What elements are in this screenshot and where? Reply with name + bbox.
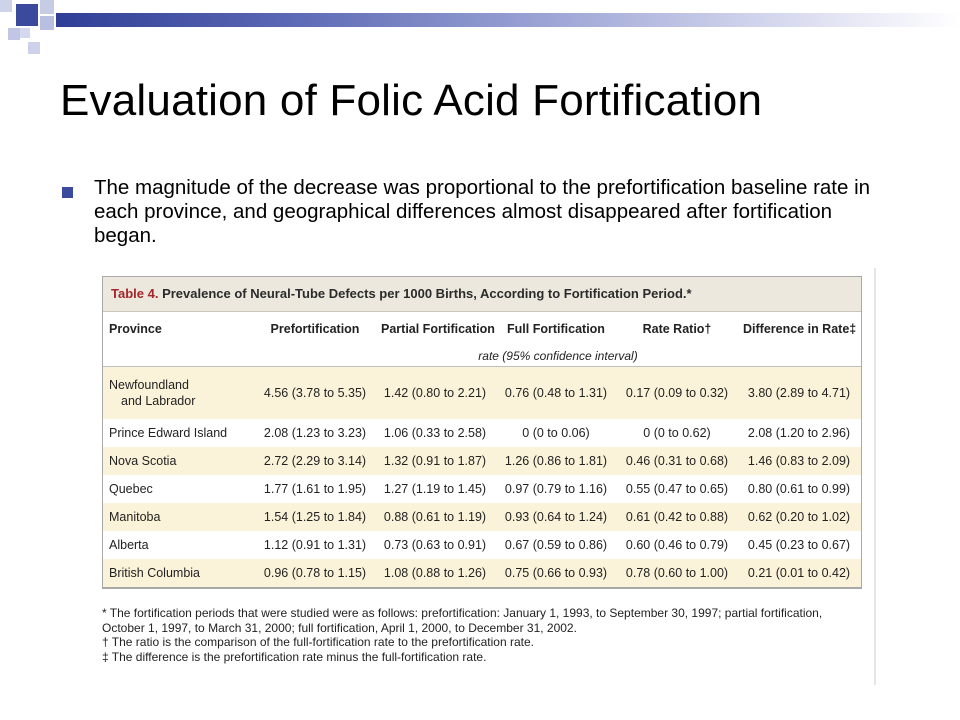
column-header: Difference in Rate‡ (743, 322, 857, 336)
table-caption: Table 4. Prevalence of Neural-Tube Defec… (103, 277, 861, 312)
province-cell: Newfoundland and Labrador (103, 366, 255, 419)
table-cell: 0.96 (0.78 to 1.15) (255, 559, 375, 588)
table-cell: 0.76 (0.48 to 1.31) (495, 366, 617, 419)
footnote: * The fortification periods that were st… (102, 606, 823, 635)
table-cell: 0.21 (0.01 to 0.42) (737, 559, 861, 588)
table-cell: 1.46 (0.83 to 2.09) (737, 447, 861, 475)
table-cell: 0.60 (0.46 to 0.79) (625, 538, 729, 552)
table-cell: 1.77 (1.61 to 1.95) (263, 482, 367, 496)
table-cell: 1.42 (0.80 to 2.21) (375, 366, 495, 419)
table-row: Alberta 1.12 (0.91 to 1.31) 0.73 (0.63 t… (103, 531, 861, 559)
table-cell: 1.54 (1.25 to 1.84) (255, 503, 375, 531)
table-cell: 0.55 (0.47 to 0.65) (625, 482, 729, 496)
table-cell: 4.56 (3.78 to 5.35) (255, 366, 375, 419)
table-row: Newfoundland and Labrador 4.56 (3.78 to … (103, 366, 861, 419)
column-header: Partial Fortification (381, 322, 495, 336)
table-row: Manitoba 1.54 (1.25 to 1.84) 0.88 (0.61 … (103, 503, 861, 531)
table-subheader-row: rate (95% confidence interval) (103, 346, 861, 367)
header-gradient-bar (56, 13, 960, 27)
decor-square (8, 28, 20, 40)
column-header: Full Fortification (507, 322, 605, 336)
table-footnotes: * The fortification periods that were st… (102, 606, 862, 664)
decor-square (40, 0, 54, 14)
table-cell: 1.32 (0.91 to 1.87) (375, 447, 495, 475)
table-cell: 0.45 (0.23 to 0.67) (747, 538, 851, 552)
table-cell: 0.75 (0.66 to 0.93) (495, 559, 617, 588)
data-table-frame: Table 4. Prevalence of Neural-Tube Defec… (102, 276, 862, 589)
table-cell: 0.78 (0.60 to 1.00) (617, 559, 737, 588)
table-row: Nova Scotia 2.72 (2.29 to 3.14) 1.32 (0.… (103, 447, 861, 475)
table-cell: 1.26 (0.86 to 1.81) (495, 447, 617, 475)
province-cell: Prince Edward Island (109, 426, 228, 440)
column-header: Rate Ratio† (642, 322, 712, 336)
column-header: Prefortification (270, 322, 360, 336)
decor-square (40, 16, 54, 30)
table-subheader: rate (95% confidence interval) (255, 346, 861, 367)
data-table: Province Prefortification Partial Fortif… (103, 312, 861, 588)
table-header-row: Province Prefortification Partial Fortif… (103, 312, 861, 346)
province-cell: British Columbia (103, 559, 255, 588)
table-row: British Columbia 0.96 (0.78 to 1.15) 1.0… (103, 559, 861, 588)
column-header: Province (109, 322, 162, 336)
table-row: Prince Edward Island 2.08 (1.23 to 3.23)… (103, 419, 861, 447)
table-cell: 3.80 (2.89 to 4.71) (737, 366, 861, 419)
table-cell: 0.88 (0.61 to 1.19) (375, 503, 495, 531)
province-cell: Nova Scotia (103, 447, 255, 475)
table-figure: Table 4. Prevalence of Neural-Tube Defec… (92, 268, 876, 685)
table-cell: 0 (0 to 0.62) (643, 426, 711, 440)
table-cell: 1.27 (1.19 to 1.45) (383, 482, 487, 496)
bullet-square-icon (62, 187, 73, 198)
province-name: Newfoundland (109, 378, 189, 392)
table-caption-text: Prevalence of Neural-Tube Defects per 10… (162, 286, 692, 301)
table-cell: 2.08 (1.23 to 3.23) (263, 426, 367, 440)
decor-square (0, 0, 12, 12)
decor-square (28, 42, 40, 54)
province-cell: Alberta (109, 538, 149, 552)
table-cell: 0.46 (0.31 to 0.68) (617, 447, 737, 475)
province-cell: Quebec (109, 482, 153, 496)
table-cell: 2.72 (2.29 to 3.14) (255, 447, 375, 475)
table-number: Table 4. (111, 286, 159, 301)
table-cell: 0.67 (0.59 to 0.86) (504, 538, 608, 552)
table-cell: 0.17 (0.09 to 0.32) (617, 366, 737, 419)
slide-title: Evaluation of Folic Acid Fortification (60, 76, 763, 125)
table-cell: 0.73 (0.63 to 0.91) (383, 538, 487, 552)
table-cell: 0 (0 to 0.06) (522, 426, 590, 440)
table-cell: 0.97 (0.79 to 1.16) (504, 482, 608, 496)
footnote: ‡ The difference is the prefortification… (102, 649, 487, 664)
decor-square (20, 28, 30, 38)
table-cell: 2.08 (1.20 to 2.96) (747, 426, 851, 440)
table-cell: 0.61 (0.42 to 0.88) (617, 503, 737, 531)
bullet-text: The magnitude of the decrease was propor… (94, 176, 871, 247)
table-cell: 1.08 (0.88 to 1.26) (375, 559, 495, 588)
table-cell: 1.06 (0.33 to 2.58) (383, 426, 487, 440)
table-cell: 0.62 (0.20 to 1.02) (737, 503, 861, 531)
table-cell: 0.80 (0.61 to 0.99) (747, 482, 851, 496)
province-cell: Manitoba (103, 503, 255, 531)
province-name-continued: and Labrador (121, 394, 196, 408)
table-row: Quebec 1.77 (1.61 to 1.95) 1.27 (1.19 to… (103, 475, 861, 503)
decor-square (16, 4, 38, 26)
table-cell: 0.93 (0.64 to 1.24) (495, 503, 617, 531)
footnote: † The ratio is the comparison of the ful… (102, 635, 534, 649)
table-cell: 1.12 (0.91 to 1.31) (263, 538, 367, 552)
